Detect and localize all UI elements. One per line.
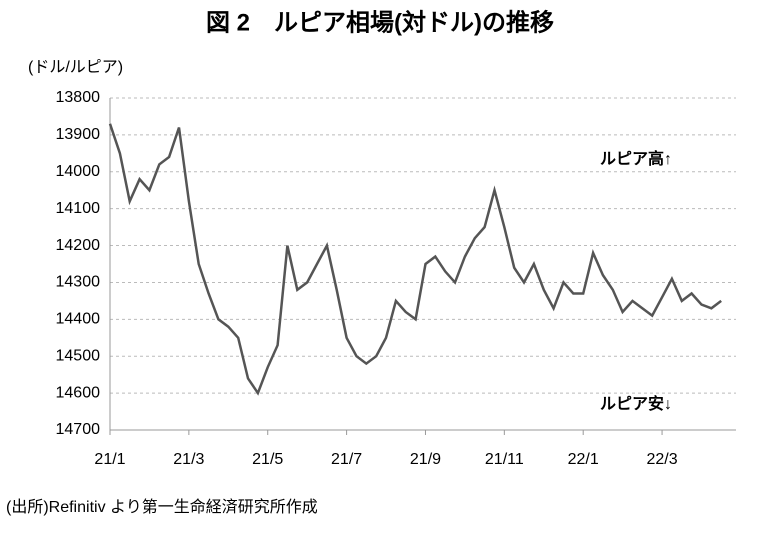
y-tick-label: 14400 (56, 311, 101, 328)
x-tick-label: 21/1 (94, 451, 125, 468)
y-tick-label: 13800 (56, 89, 101, 106)
y-tick-label: 14500 (56, 347, 101, 364)
data-line (108, 123, 722, 396)
x-tick-label: 21/11 (485, 451, 524, 468)
y-tick-label: 14600 (56, 384, 101, 401)
x-tick-label: 22/1 (568, 451, 599, 468)
y-tick-label: 13900 (56, 126, 101, 143)
x-tick-label: 22/3 (646, 451, 677, 468)
chart-title: 図 2 ルピア相場(対ドル)の推移 (206, 9, 554, 36)
annotation: ルピア安↓ (600, 394, 672, 413)
y-tick-label: 14100 (56, 200, 101, 217)
annotation: ルピア高↑ (600, 149, 672, 168)
x-tick-label: 21/5 (252, 451, 283, 468)
y-axis-label: (ドル/ルピア) (28, 59, 123, 76)
y-tick-label: 14000 (56, 163, 101, 180)
x-tick-label: 21/9 (410, 451, 441, 468)
x-tick-label: 21/3 (173, 451, 204, 468)
y-tick-label: 14200 (56, 237, 101, 254)
y-tick-label: 14700 (56, 421, 101, 438)
y-tick-label: 14300 (56, 274, 101, 291)
x-tick-label: 21/7 (331, 451, 362, 468)
source: (出所)Refinitiv より第一生命経済研究所作成 (6, 498, 318, 516)
